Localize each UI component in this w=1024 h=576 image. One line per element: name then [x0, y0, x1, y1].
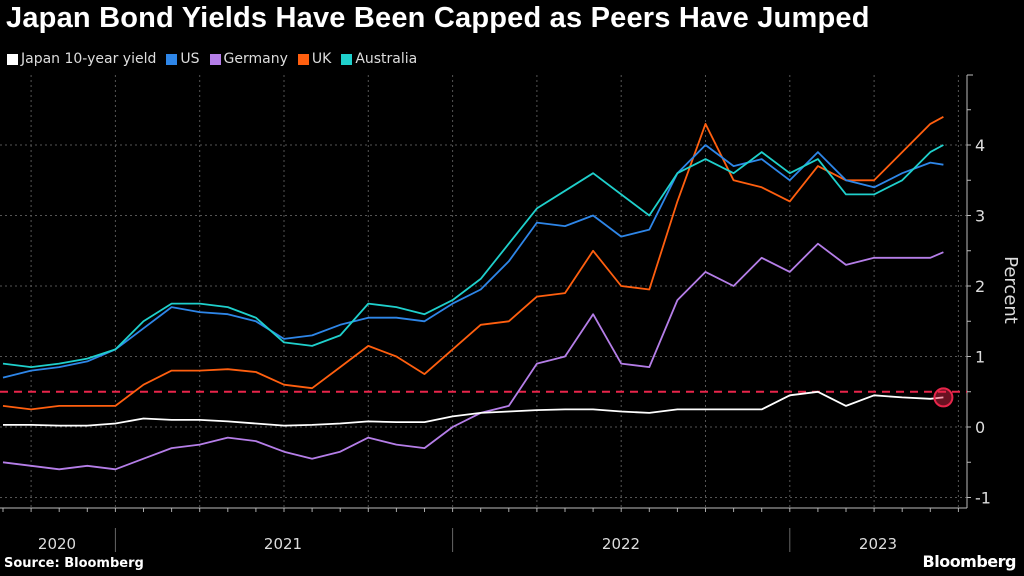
- legend-label: US: [180, 51, 200, 67]
- legend-item: Germany: [209, 51, 288, 67]
- chart-title: Japan Bond Yields Have Been Capped as Pe…: [6, 2, 870, 34]
- series-line-germany: [2, 242, 944, 471]
- bloomberg-logo: Bloomberg: [922, 552, 1017, 571]
- legend-swatch: [297, 53, 309, 65]
- legend-label: Germany: [223, 51, 288, 67]
- y-tick-label: 0: [975, 418, 985, 437]
- legend: Japan 10-year yield US Germany UK Australia: [7, 51, 417, 67]
- x-tick-label: 2023: [859, 535, 897, 553]
- series-line-japan-10-year-yield: [3, 390, 944, 427]
- y-tick-label: 2: [975, 277, 985, 296]
- y-tick-label: -1: [975, 489, 991, 508]
- legend-swatch: [7, 53, 18, 65]
- highlight-marker: [933, 387, 954, 408]
- x-tick-label: 2021: [264, 535, 302, 553]
- legend-swatch: [341, 53, 353, 65]
- legend-item: UK: [297, 51, 332, 67]
- y-tick-label: 4: [975, 136, 985, 155]
- y-tick-label: 1: [975, 348, 985, 367]
- y-tick-label: 3: [975, 207, 985, 226]
- x-tick-label: 2022: [602, 535, 640, 553]
- series-line-australia: [2, 144, 944, 369]
- legend-swatch: [166, 53, 178, 65]
- legend-item: Australia: [341, 51, 417, 67]
- series-line-us: [2, 144, 944, 379]
- legend-label: UK: [311, 51, 332, 67]
- legend-item: Japan 10-year yield: [7, 51, 156, 67]
- x-tick-label: 2020: [38, 535, 76, 553]
- legend-label: Japan 10-year yield: [21, 51, 157, 67]
- series-line-uk: [2, 116, 944, 411]
- source-note: Source: Bloomberg: [4, 556, 144, 571]
- legend-item: US: [166, 51, 200, 67]
- legend-label: Australia: [355, 51, 418, 67]
- legend-swatch: [209, 53, 221, 65]
- y-axis-label: Percent: [1000, 256, 1021, 324]
